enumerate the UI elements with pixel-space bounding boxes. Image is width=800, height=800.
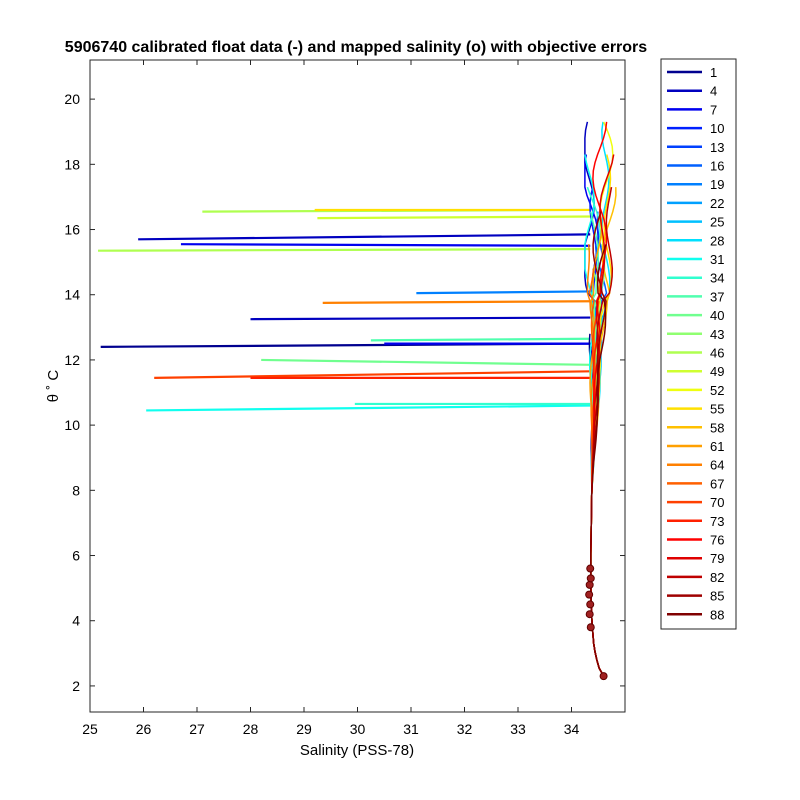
y-tick-label: 6 xyxy=(72,548,80,564)
x-tick-label: 32 xyxy=(457,721,473,737)
x-tick-label: 31 xyxy=(403,721,419,737)
legend-label: 58 xyxy=(710,420,724,435)
legend-label: 52 xyxy=(710,383,724,398)
legend-label: 43 xyxy=(710,327,724,342)
legend-label: 19 xyxy=(710,177,724,192)
mapped-salinity-marker xyxy=(586,623,595,632)
x-axis: 25 26 27 28 29 30 31 32 33 34 xyxy=(82,60,579,737)
legend-label: 85 xyxy=(710,589,724,604)
legend-label: 70 xyxy=(710,495,724,510)
profile-line-segment xyxy=(317,215,591,220)
y-tick-label: 10 xyxy=(64,417,80,433)
legend-label: 79 xyxy=(710,551,724,566)
mapped-salinity-marker xyxy=(586,574,595,583)
profile-line-segment xyxy=(180,243,591,247)
profile-line-segment xyxy=(154,370,591,379)
y-tick-label: 8 xyxy=(72,482,80,498)
legend: 1 4 7 10 13 16 19 22 25 28 31 34 37 40 43 46 49 52 55 58 61 6… xyxy=(660,58,737,630)
legend-label: 31 xyxy=(710,252,724,267)
profile-line-segment xyxy=(261,358,591,366)
chart-title: 5906740 calibrated float data (-) and ma… xyxy=(65,39,647,56)
legend-label: 7 xyxy=(710,102,717,117)
x-tick-label: 25 xyxy=(82,721,98,737)
y-tick-label: 18 xyxy=(64,156,80,172)
spike-layer xyxy=(98,208,591,412)
legend-label: 88 xyxy=(710,607,724,622)
profile-line-segment xyxy=(416,290,591,295)
profile-line-segment xyxy=(146,404,591,412)
mapped-salinity-marker xyxy=(599,672,608,681)
legend-label: 67 xyxy=(710,476,724,491)
profile-line-segment xyxy=(322,300,591,304)
legend-label: 61 xyxy=(710,439,724,454)
legend-box xyxy=(660,58,737,630)
y-axis: 2 4 6 8 10 12 14 16 18 20 xyxy=(64,91,625,694)
mapped-salinity-marker xyxy=(585,580,594,589)
legend-label: 28 xyxy=(710,233,724,248)
mapped-salinity-marker xyxy=(586,564,595,573)
y-axis-label: θ ˚ C xyxy=(45,370,62,403)
legend-label: 76 xyxy=(710,533,724,548)
x-tick-label: 29 xyxy=(296,721,312,737)
profile-line-segment xyxy=(138,233,591,241)
profile-line-segment xyxy=(98,247,591,252)
profile-line-segment xyxy=(250,316,591,321)
plot-area xyxy=(90,60,625,712)
y-tick-label: 20 xyxy=(64,91,80,107)
legend-label: 82 xyxy=(710,570,724,585)
legend-label: 16 xyxy=(710,159,724,174)
legend-label: 55 xyxy=(710,402,724,417)
legend-label: 37 xyxy=(710,289,724,304)
y-tick-label: 12 xyxy=(64,352,80,368)
y-tick-label: 14 xyxy=(64,287,80,303)
legend-label: 64 xyxy=(710,458,724,473)
mapped-salinity-marker xyxy=(586,600,595,609)
x-tick-label: 34 xyxy=(564,721,580,737)
legend-label: 1 xyxy=(710,65,717,80)
x-tick-label: 27 xyxy=(189,721,205,737)
y-tick-label: 4 xyxy=(72,613,80,629)
y-tick-label: 16 xyxy=(64,222,80,238)
x-tick-label: 30 xyxy=(350,721,366,737)
legend-label: 13 xyxy=(710,140,724,155)
profile-layer xyxy=(584,121,617,677)
x-tick-label: 28 xyxy=(243,721,259,737)
x-axis-label: Salinity (PSS-78) xyxy=(300,742,414,759)
x-tick-label: 26 xyxy=(136,721,152,737)
legend-label: 4 xyxy=(710,84,717,99)
legend-label: 22 xyxy=(710,196,724,211)
legend-label: 49 xyxy=(710,364,724,379)
y-tick-label: 2 xyxy=(72,678,80,694)
marker-layer xyxy=(585,564,608,681)
legend-label: 73 xyxy=(710,514,724,529)
mapped-salinity-marker xyxy=(585,590,594,599)
legend-label: 34 xyxy=(710,271,724,286)
legend-label: 40 xyxy=(710,308,724,323)
mapped-salinity-marker xyxy=(585,610,594,619)
legend-label: 46 xyxy=(710,346,724,361)
legend-label: 25 xyxy=(710,215,724,230)
x-tick-label: 33 xyxy=(510,721,526,737)
legend-label: 10 xyxy=(710,121,724,136)
profile-line-segment xyxy=(370,337,591,342)
